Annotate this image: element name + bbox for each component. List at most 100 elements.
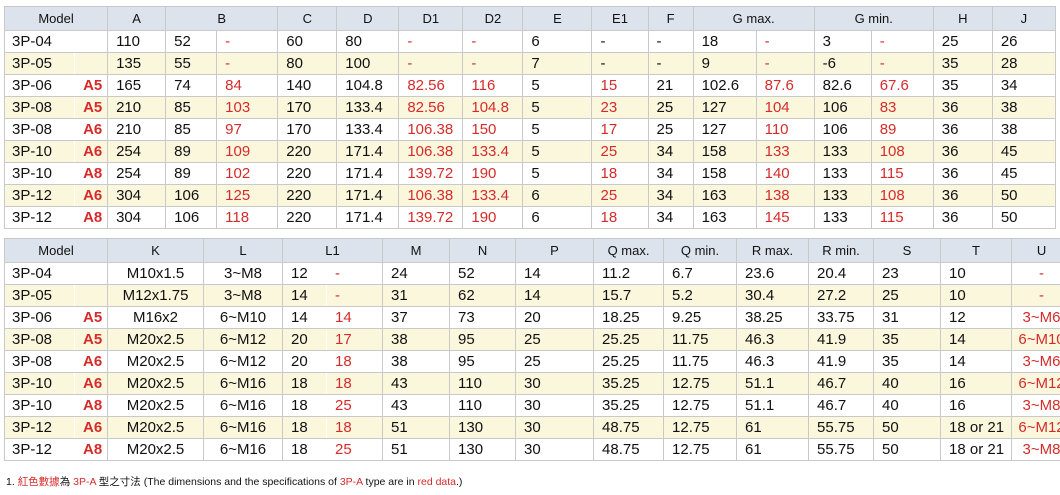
table-cell: 27.2 bbox=[808, 284, 875, 307]
table-cell: 11.2 bbox=[593, 262, 665, 285]
table-cell: 6~M16 bbox=[203, 438, 284, 461]
table-row: 3P-12 A6 M20x2.5 6~M16 18 18 51 130 30 48.75 12.75… bbox=[4, 416, 1060, 439]
table-cell: 14 bbox=[326, 306, 384, 329]
table-cell: 25 bbox=[591, 184, 649, 207]
footnote: 1. 紅色數據為 3P-A 型之寸法 (The dimensions and t… bbox=[6, 474, 462, 489]
table-cell: 25 bbox=[591, 140, 649, 163]
table-cell: A6 bbox=[74, 372, 109, 395]
table-cell: 40 bbox=[873, 372, 942, 395]
table-cell: 103 bbox=[216, 96, 279, 119]
table-cell: 36 bbox=[932, 206, 993, 229]
table-cell: 35.25 bbox=[593, 372, 665, 395]
table-cell: 85 bbox=[165, 96, 218, 119]
table-cell: 18 or 21 bbox=[940, 416, 1013, 439]
table-cell: 150 bbox=[462, 118, 524, 141]
table-cell: - bbox=[462, 30, 524, 53]
table-cell: 43 bbox=[382, 372, 451, 395]
note-english-open: (The dimensions and the specifications o… bbox=[143, 476, 337, 488]
table-cell: M20x2.5 bbox=[107, 438, 205, 461]
table-cell: 74 bbox=[165, 74, 218, 97]
table-2-header-row: Model K L L1 M N P Q max. Q min. R max. … bbox=[3, 238, 1060, 263]
table-cell: 110 bbox=[756, 118, 815, 141]
table-cell: - bbox=[647, 52, 694, 75]
table-cell: 3P-12 bbox=[3, 206, 75, 229]
table-cell: 38 bbox=[991, 96, 1057, 119]
table-cell: 115 bbox=[871, 206, 934, 229]
table-cell: 3P-10 bbox=[3, 162, 75, 185]
table-cell: 106.38 bbox=[398, 118, 464, 141]
table-cell: A6 bbox=[74, 118, 109, 141]
table-cell: 34 bbox=[991, 74, 1057, 97]
table-cell: 50 bbox=[873, 416, 942, 439]
table-cell: 46.7 bbox=[808, 372, 875, 395]
table-row: 3P-10 A8 254 89 102 220 171.4 139.72 190 5 18 34 158… bbox=[3, 162, 1057, 185]
table-cell: 110 bbox=[449, 394, 517, 417]
table-cell: 127 bbox=[692, 96, 757, 119]
note-english-type: 3P-A bbox=[339, 476, 363, 488]
table-cell: 18 bbox=[591, 162, 649, 185]
table-row: 3P-05 135 55-80 100- -7- -9- -6-35 28 bbox=[3, 52, 1057, 75]
table-cell: A5 bbox=[74, 328, 109, 351]
table-cell: 138 bbox=[756, 184, 815, 207]
table-cell: 50 bbox=[991, 184, 1057, 207]
table-cell: 190 bbox=[462, 206, 524, 229]
table-cell: 163 bbox=[692, 206, 757, 229]
table-cell: 304 bbox=[107, 206, 167, 229]
table-cell: 14 bbox=[515, 284, 595, 307]
table-cell: 106 bbox=[813, 96, 872, 119]
table-cell: 3P-12 bbox=[4, 416, 75, 439]
note-number: 1. bbox=[6, 476, 15, 488]
table-cell: 304 bbox=[107, 184, 167, 207]
table-cell: A6 bbox=[74, 350, 109, 373]
table-cell: 83 bbox=[871, 96, 934, 119]
table-cell: 52 bbox=[449, 262, 517, 285]
table-cell: - bbox=[326, 284, 384, 307]
table-cell bbox=[74, 30, 109, 53]
table-cell: 41.9 bbox=[808, 350, 875, 373]
table-row: 3P-04 110 52-60 80- -6- -18-3-25 26 bbox=[3, 30, 1057, 53]
table-cell: 106.38 bbox=[398, 184, 464, 207]
table-cell: A8 bbox=[74, 438, 109, 461]
table-cell: 3P-04 bbox=[3, 30, 75, 53]
table-cell: 35 bbox=[932, 52, 993, 75]
table-cell: 38 bbox=[382, 350, 451, 373]
table-cell: M20x2.5 bbox=[107, 350, 205, 373]
table-cell: 3~M6 bbox=[1011, 350, 1060, 373]
table-cell: 18 bbox=[282, 394, 327, 417]
table-row: 3P-12 A8 M20x2.5 6~M16 18 25 51 130 30 48.75 12.75… bbox=[4, 438, 1060, 461]
table-cell: 35 bbox=[932, 74, 993, 97]
table-cell: 36 bbox=[932, 184, 993, 207]
header-j: J bbox=[991, 6, 1057, 31]
table-cell: 51 bbox=[382, 416, 451, 439]
table-cell: 102.6 bbox=[692, 74, 757, 97]
table-cell: 220 bbox=[277, 206, 338, 229]
table-cell: 6 bbox=[522, 184, 593, 207]
table-cell: 133.4 bbox=[336, 96, 400, 119]
table-cell: - bbox=[1011, 262, 1060, 285]
header-m: M bbox=[382, 238, 451, 263]
table-cell: 5 bbox=[522, 74, 593, 97]
table-cell: 12.75 bbox=[663, 438, 738, 461]
table-cell: 50 bbox=[873, 438, 942, 461]
table-cell: 84 bbox=[216, 74, 279, 97]
table-cell: 46.3 bbox=[736, 328, 810, 351]
table-cell: 51 bbox=[382, 438, 451, 461]
table-row: 3P-08 A5 210 85 103 170 133.4 82.56 104.8 5 23 25 12… bbox=[3, 96, 1057, 119]
table-cell: 11.75 bbox=[663, 350, 738, 373]
table-cell: 23.6 bbox=[736, 262, 810, 285]
table-cell: 34 bbox=[647, 162, 694, 185]
table-cell: 100 bbox=[336, 52, 400, 75]
table-cell: 25.25 bbox=[593, 350, 665, 373]
table-cell: A8 bbox=[74, 394, 109, 417]
table-cell: 110 bbox=[449, 372, 517, 395]
table-cell: 140 bbox=[277, 74, 338, 97]
table-cell: 6~M12 bbox=[203, 328, 284, 351]
table-cell: 36 bbox=[932, 96, 993, 119]
table-cell: 6 bbox=[522, 30, 593, 53]
header-g-max: G max. bbox=[692, 6, 815, 31]
table-cell: 17 bbox=[326, 328, 384, 351]
table-cell: - bbox=[326, 262, 384, 285]
table-cell: 116 bbox=[462, 74, 524, 97]
header-l1: L1 bbox=[282, 238, 384, 263]
table-cell: 82.6 bbox=[813, 74, 872, 97]
